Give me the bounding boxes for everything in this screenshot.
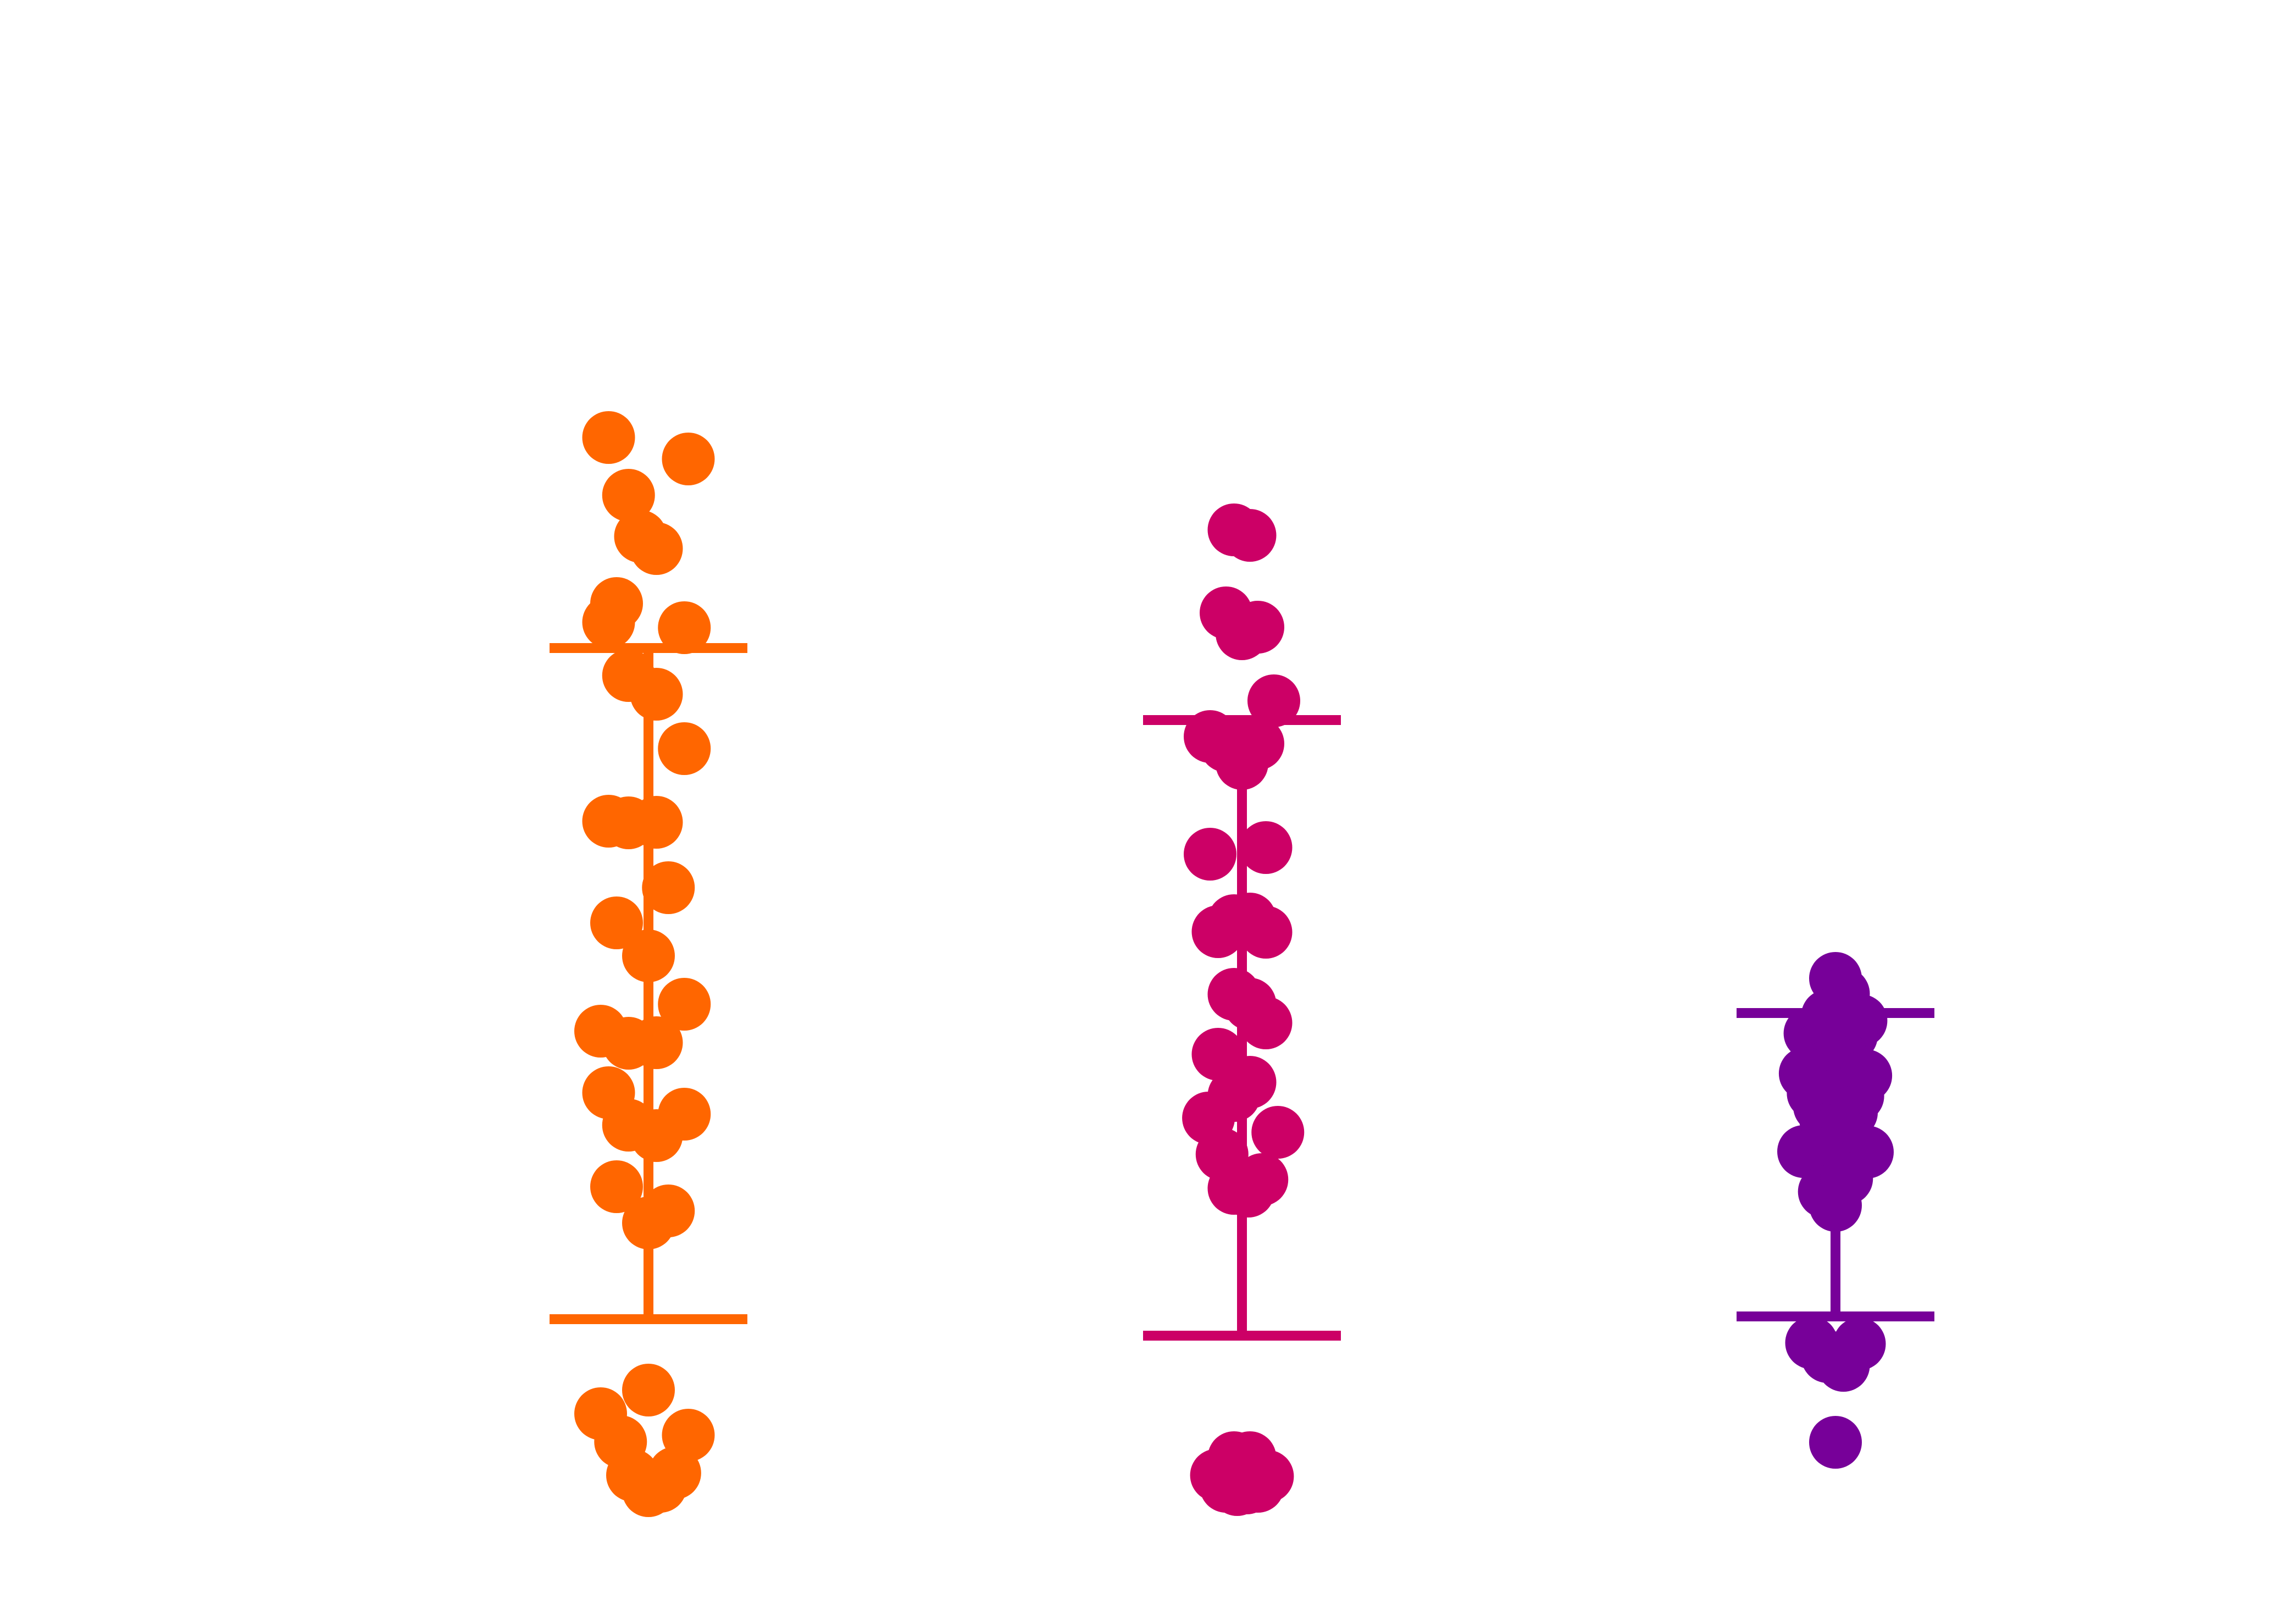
data-point [1235, 1153, 1289, 1206]
data-point [658, 722, 711, 775]
data-point [1191, 905, 1245, 958]
data-point [642, 861, 695, 914]
group-1-error-bar [550, 643, 747, 1324]
group-1-points [574, 411, 715, 1517]
data-point [1247, 674, 1300, 727]
data-point [614, 510, 667, 563]
data-point [590, 1160, 643, 1213]
data-point [1251, 1106, 1305, 1159]
group-2-points [1182, 503, 1305, 1516]
data-point [662, 433, 715, 485]
data-point [630, 1109, 683, 1162]
data-point [658, 978, 711, 1031]
data-point [1223, 509, 1277, 562]
data-point [630, 796, 683, 849]
data-point [1809, 1416, 1862, 1469]
data-point [1232, 601, 1284, 654]
data-point [622, 1364, 675, 1416]
group-2-error-bar [1143, 715, 1341, 1341]
groups-layer [550, 411, 1934, 1517]
data-point [622, 1464, 675, 1517]
data-point [630, 1016, 683, 1069]
data-point [590, 896, 643, 949]
data-point [1232, 1460, 1284, 1513]
data-point [1239, 997, 1293, 1049]
data-point [1239, 821, 1293, 874]
data-point [582, 411, 635, 464]
data-point [582, 596, 635, 649]
data-point [1184, 828, 1236, 881]
group-3 [1737, 952, 1934, 1469]
data-point [602, 469, 655, 522]
group-3-error-bar [1737, 1008, 1934, 1321]
group-2 [1143, 503, 1341, 1516]
data-point [1817, 1339, 1870, 1392]
group-1 [550, 411, 747, 1517]
data-point [658, 601, 711, 654]
data-point [630, 668, 683, 721]
data-point [1239, 906, 1293, 959]
